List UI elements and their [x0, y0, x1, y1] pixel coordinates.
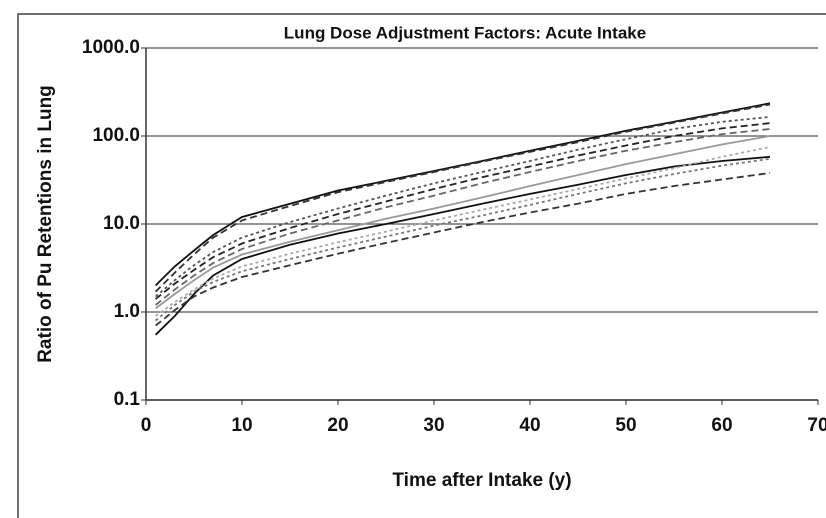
x-tick-label: 70: [807, 415, 826, 436]
x-tick-label: 20: [327, 415, 348, 436]
y-tick-label: 100.0: [92, 125, 140, 146]
series-line: [155, 122, 771, 300]
x-tick-label: 30: [423, 415, 444, 436]
x-tick-label: 0: [141, 415, 152, 436]
series-line: [155, 146, 771, 317]
series-line: [155, 172, 771, 327]
chart-title: Lung Dose Adjustment Factors: Acute Inta…: [284, 23, 646, 42]
series-line: [155, 128, 771, 306]
frame: [17, 13, 826, 518]
y-tick-label: 1.0: [114, 301, 140, 322]
series-line: [154, 103, 771, 293]
y-tick-label: 10.0: [103, 213, 140, 234]
y-axis-label: Ratio of Pu Retentions in Lung: [35, 85, 56, 363]
x-tick-label: 50: [615, 415, 636, 436]
series-line: [155, 135, 771, 310]
y-tick-label: 0.1: [114, 389, 141, 410]
x-tick-label: 60: [711, 415, 732, 436]
series-line: [155, 157, 771, 322]
x-tick-label: 10: [231, 415, 252, 436]
x-axis-label: Time after Intake (y): [392, 470, 571, 491]
series-line: [155, 116, 771, 298]
series-line: [154, 155, 771, 336]
y-tick-label: 1000.0: [82, 37, 140, 58]
x-tick-label: 40: [519, 415, 540, 436]
